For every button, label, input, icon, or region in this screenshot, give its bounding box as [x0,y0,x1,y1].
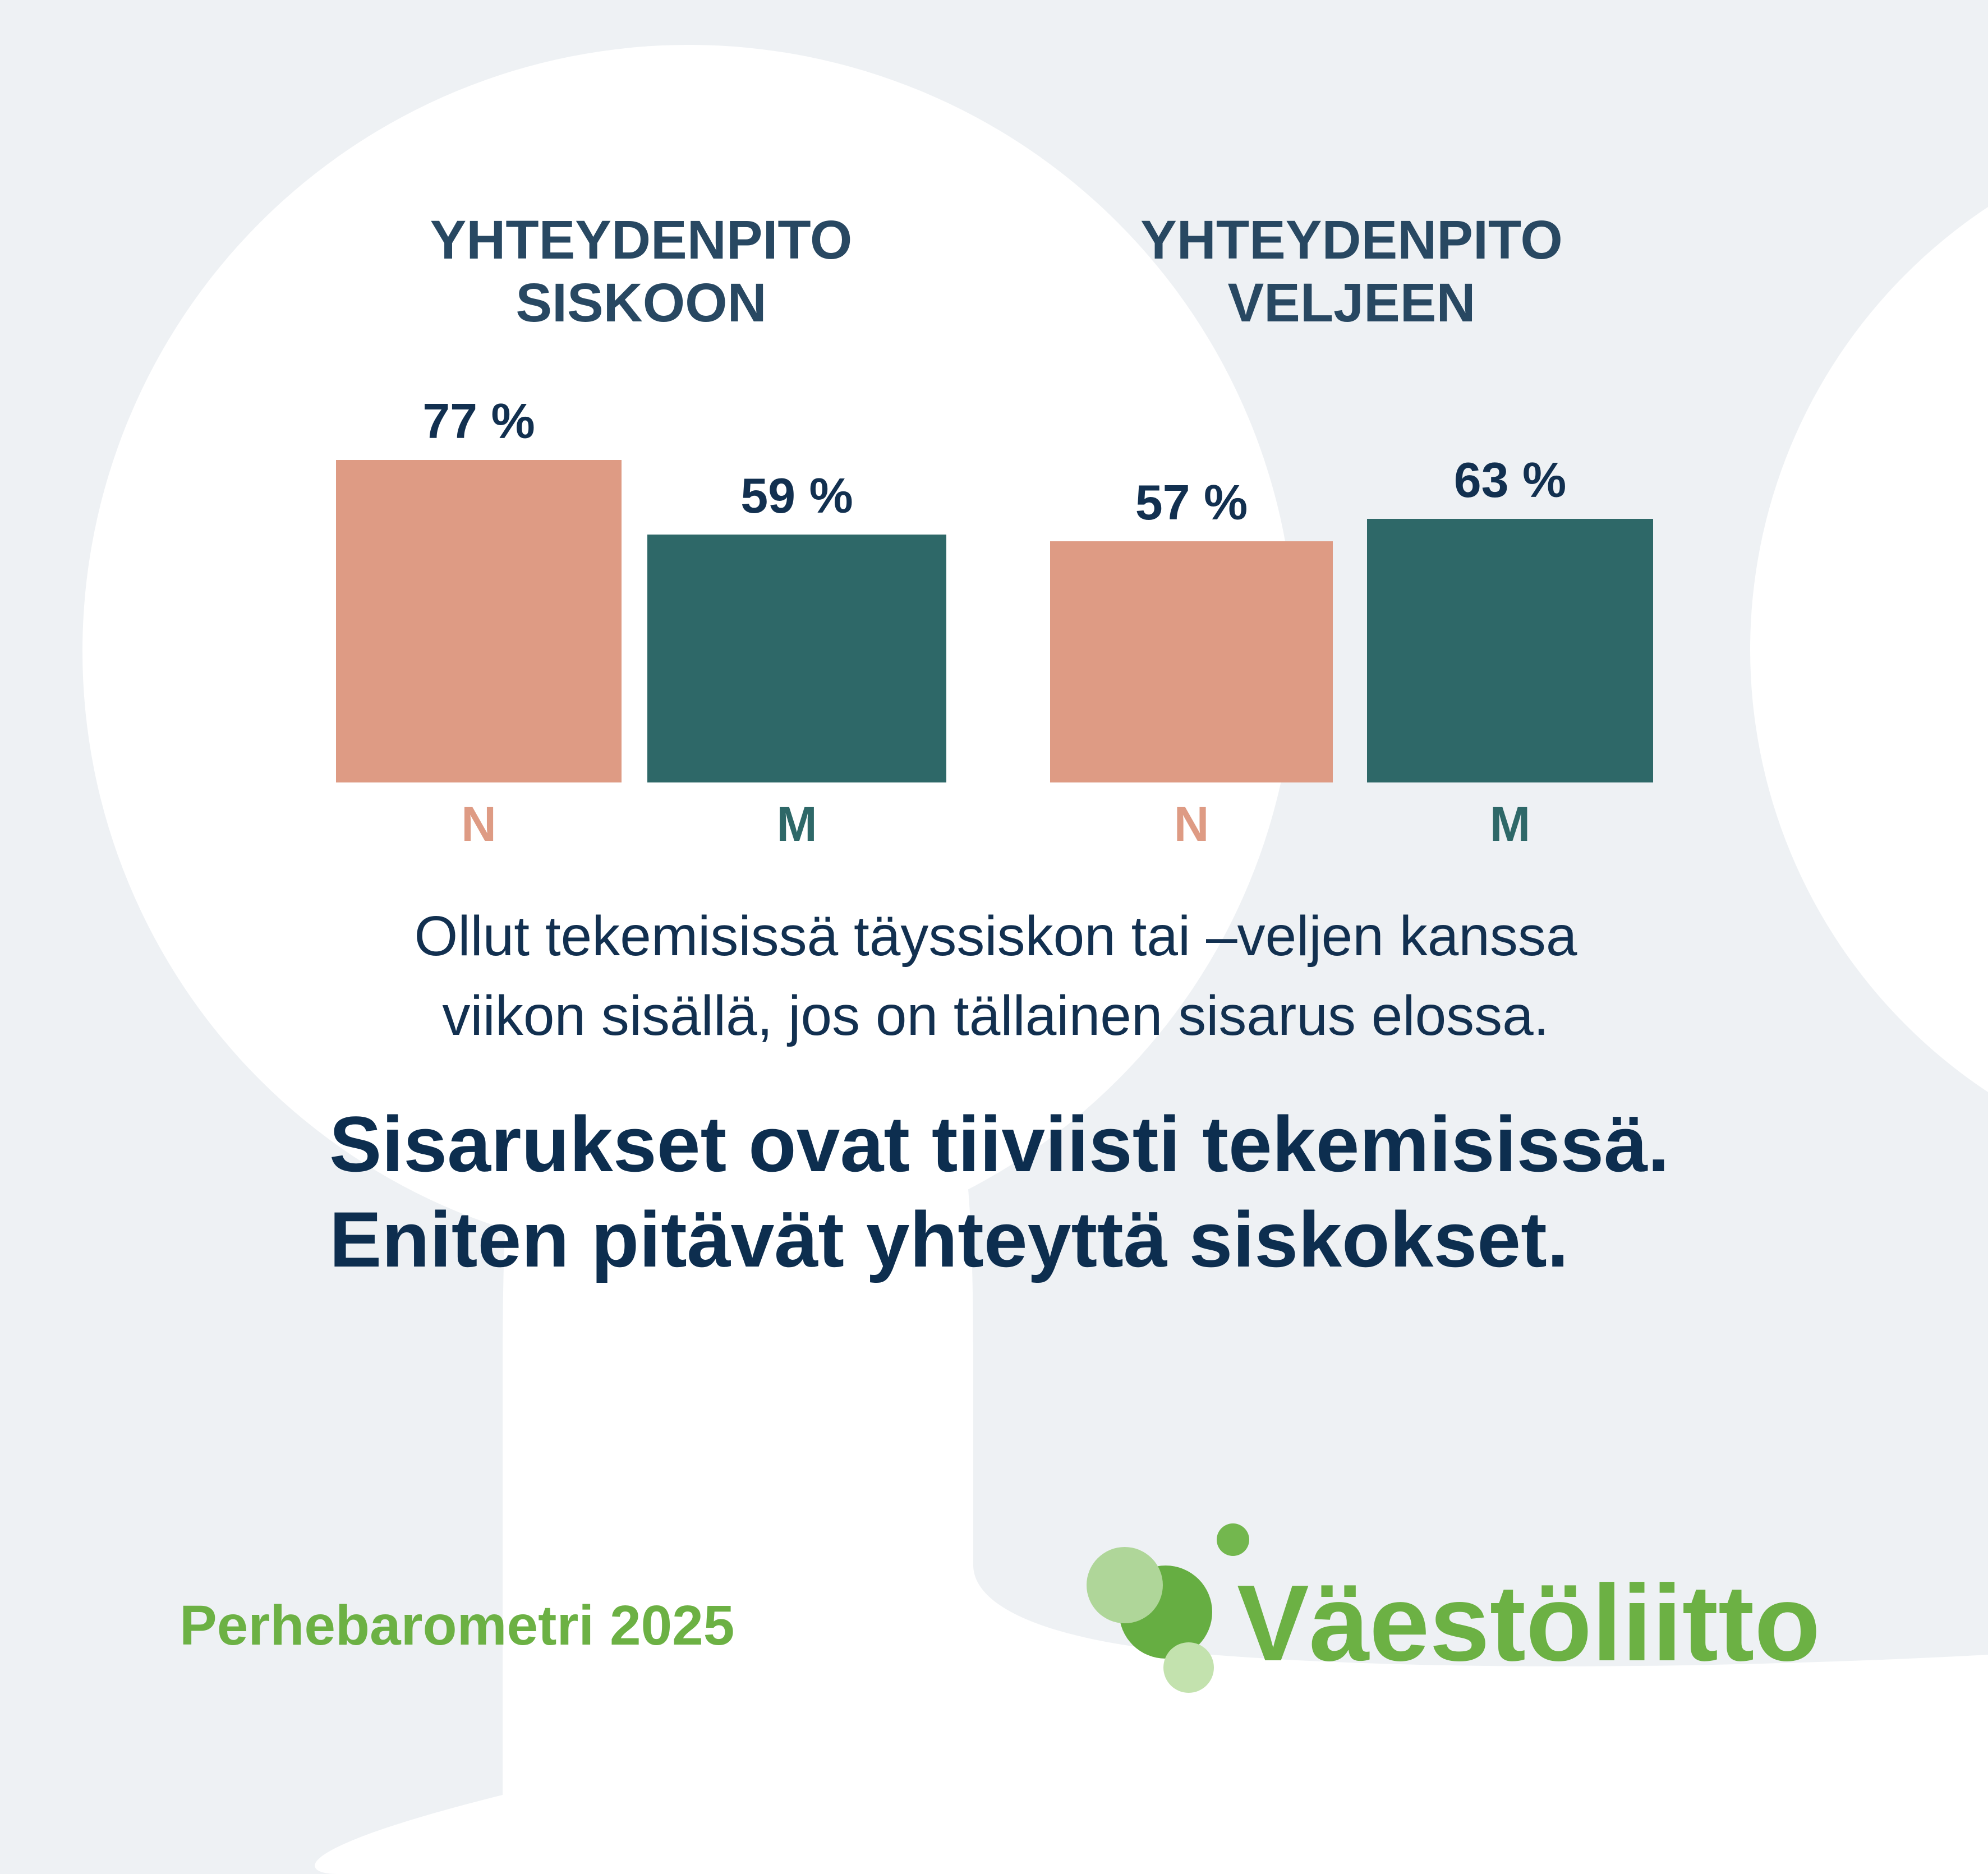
svg-text:Väestöliitto: Väestöliitto [1237,1562,1820,1683]
